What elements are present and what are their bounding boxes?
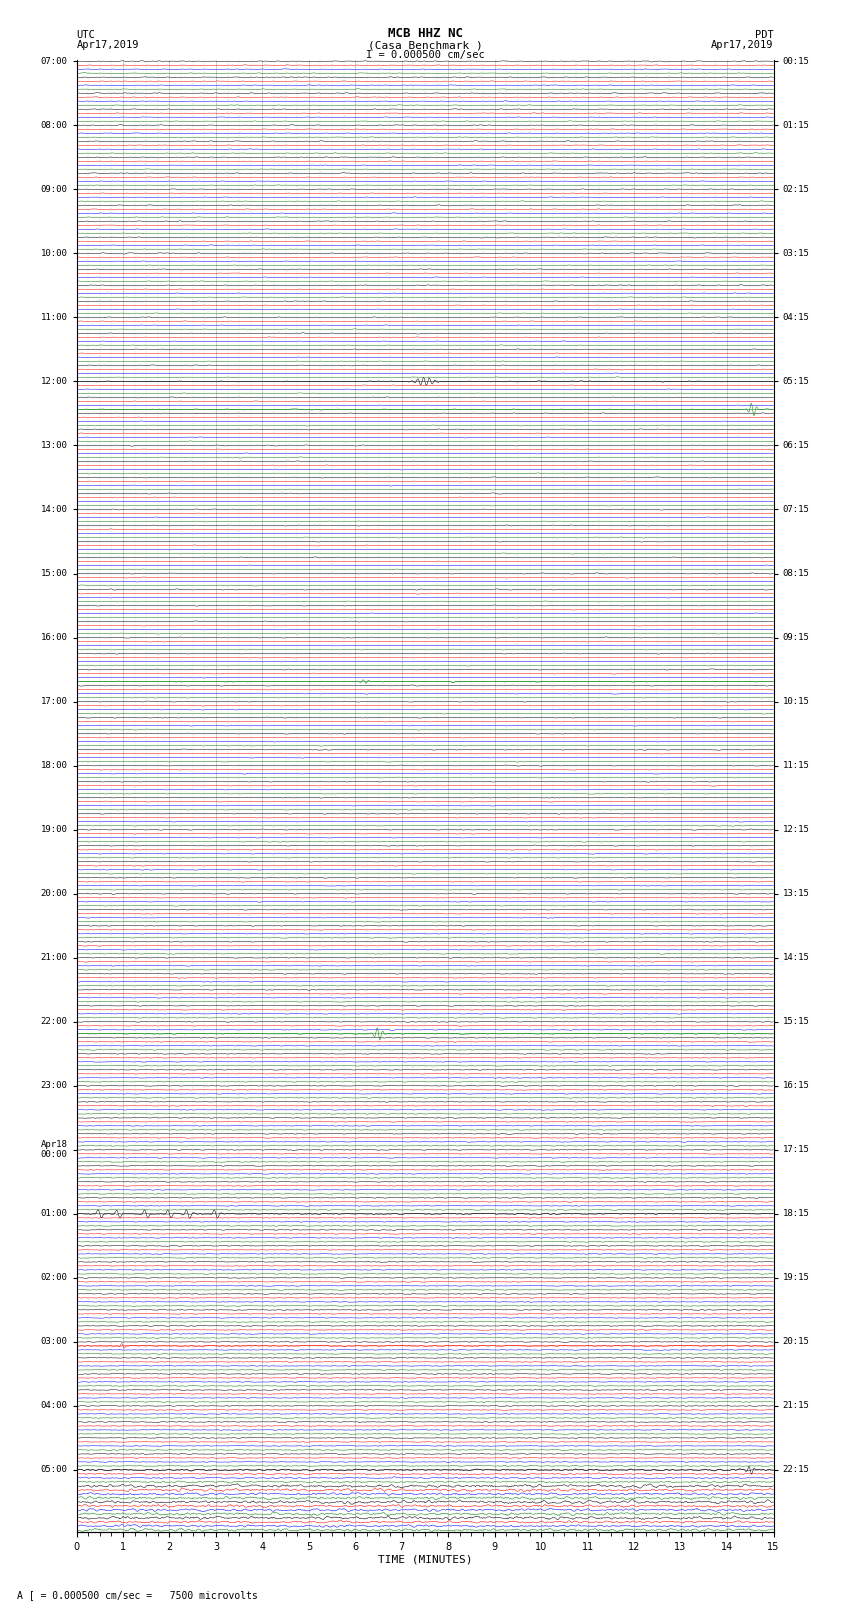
Text: Apr17,2019: Apr17,2019 — [76, 40, 139, 50]
Text: Apr17,2019: Apr17,2019 — [711, 40, 774, 50]
Text: I = 0.000500 cm/sec: I = 0.000500 cm/sec — [366, 50, 484, 60]
Text: A [ = 0.000500 cm/sec =   7500 microvolts: A [ = 0.000500 cm/sec = 7500 microvolts — [17, 1590, 258, 1600]
X-axis label: TIME (MINUTES): TIME (MINUTES) — [377, 1555, 473, 1565]
Text: (Casa Benchmark ): (Casa Benchmark ) — [367, 40, 483, 50]
Text: MCB HHZ NC: MCB HHZ NC — [388, 27, 462, 40]
Text: UTC: UTC — [76, 31, 95, 40]
Text: PDT: PDT — [755, 31, 774, 40]
